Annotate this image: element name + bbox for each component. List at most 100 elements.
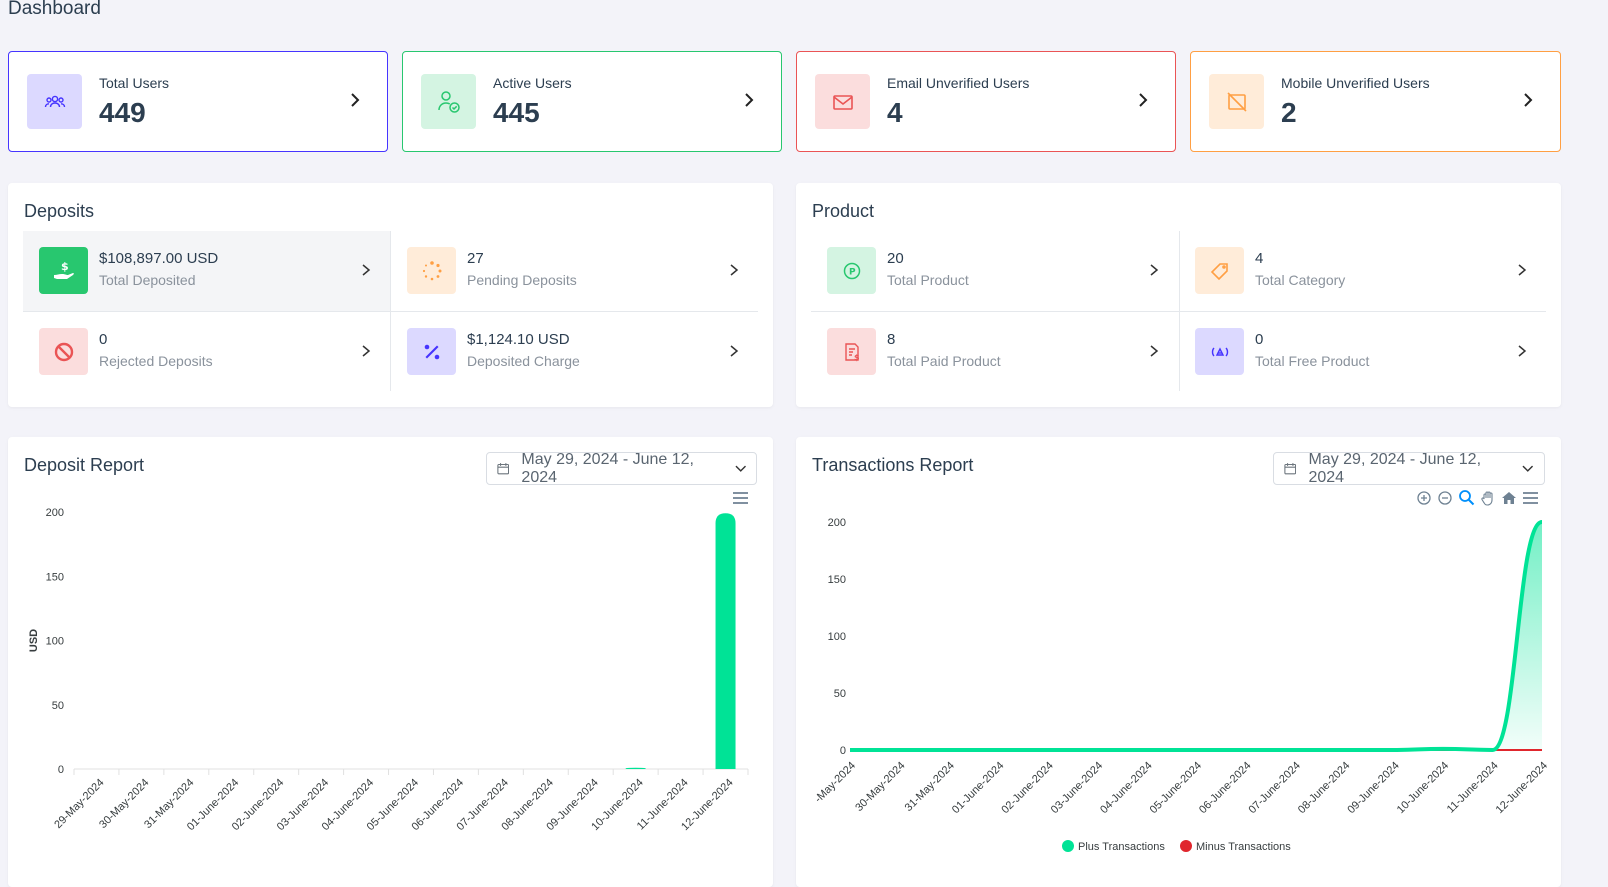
legend-item[interactable]: Minus Transactions (1180, 840, 1291, 853)
deposit-charge[interactable]: $1,124.10 USD Deposited Charge (391, 312, 758, 392)
product-grid: P 20 Total Product 4 Total Category $ 8 … (811, 231, 1546, 391)
invoice-icon: $ (827, 328, 876, 375)
calendar-icon (1284, 463, 1297, 475)
stat-value: $1,124.10 USD (467, 331, 570, 348)
transactions-report-card: Transactions Report May 29, 2024 - June … (796, 437, 1561, 887)
product-total[interactable]: P 20 Total Product (811, 231, 1178, 311)
product-free[interactable]: 0 Total Free Product (1179, 312, 1546, 392)
chevron-right-icon (1150, 345, 1159, 357)
y-tick-label: 200 (46, 507, 64, 519)
x-tick-label: 30-May-2024 (853, 760, 907, 814)
deposit-pending[interactable]: 27 Pending Deposits (391, 231, 758, 311)
svg-text:$: $ (61, 260, 69, 273)
deposit-rejected[interactable]: 0 Rejected Deposits (23, 312, 390, 392)
widget-value: 449 (99, 97, 146, 128)
widget-label: Total Users (99, 75, 170, 91)
x-tick-label: 02-June-2024 (999, 760, 1055, 816)
x-tick-label: 31-May-2024 (903, 760, 957, 814)
widget-value: 2 (1281, 97, 1297, 128)
mobile-off-icon (1209, 74, 1264, 129)
widget-active-users[interactable]: Active Users 445 (402, 51, 782, 152)
x-tick-label: 03-June-2024 (1049, 760, 1105, 816)
y-axis-title: USD (28, 629, 40, 652)
page-title: Dashboard (8, 0, 101, 19)
plus-transactions-line (850, 520, 1543, 753)
x-tick-label: 09-June-2024 (1345, 760, 1401, 816)
bar (625, 767, 646, 769)
chevron-right-icon (1518, 264, 1527, 276)
widget-label: Active Users (493, 75, 572, 91)
stat-label: Pending Deposits (467, 272, 577, 288)
deposits-grid: $ $108,897.00 USD Total Deposited 27 Pen… (23, 231, 758, 391)
x-tick-label: 12-June-2024 (1494, 760, 1550, 816)
spinner-icon (407, 247, 456, 294)
date-range-picker[interactable]: May 29, 2024 - June 12, 2024 (1273, 450, 1545, 486)
y-tick-label: 100 (828, 631, 846, 643)
card-title: Transactions Report (812, 455, 974, 475)
product-icon: P (827, 247, 876, 294)
x-tick-label: -May-2024 (812, 760, 858, 806)
widget-label: Mobile Unverified Users (1281, 75, 1430, 91)
deposit-total-deposited[interactable]: $ $108,897.00 USD Total Deposited (23, 231, 390, 311)
date-range-text: May 29, 2024 - June 12, 2024 (521, 450, 694, 486)
chevron-right-icon (362, 264, 371, 276)
transactions-area-chart: 0 50 100 150 200 -May-202430-May-202431-May-2… (812, 517, 1550, 853)
y-tick-label: 150 (46, 571, 64, 583)
x-tick-label: 04-June-2024 (1098, 760, 1154, 816)
legend-label: Plus Transactions (1078, 841, 1165, 853)
y-tick-label: 50 (834, 688, 846, 700)
y-tick-label: 0 (840, 745, 846, 757)
zoom-out-icon[interactable] (1437, 490, 1453, 506)
widget-mobile-unverified[interactable]: Mobile Unverified Users 2 (1190, 51, 1561, 152)
chevron-right-icon (730, 345, 739, 357)
stat-value: 0 (1255, 331, 1264, 348)
y-tick-label: 200 (828, 517, 846, 529)
magnifier-icon[interactable] (1458, 489, 1475, 506)
legend-marker (1062, 840, 1074, 852)
menu-icon[interactable] (732, 491, 749, 505)
product-paid[interactable]: $ 8 Total Paid Product (811, 312, 1178, 392)
stat-label: Rejected Deposits (99, 353, 213, 369)
user-check-icon (421, 74, 476, 129)
zoom-in-icon[interactable] (1416, 490, 1432, 506)
y-tick-label: 50 (52, 700, 64, 712)
tag-icon (1195, 247, 1244, 294)
menu-icon[interactable] (1522, 491, 1539, 505)
chevron-right-icon (1139, 93, 1148, 107)
caret-down-icon (734, 465, 746, 472)
product-category[interactable]: 4 Total Category (1179, 231, 1546, 311)
chart-toolbar (1416, 489, 1539, 506)
legend-item[interactable]: Plus Transactions (1062, 840, 1165, 853)
chevron-right-icon (362, 345, 371, 357)
x-tick-label: 01-June-2024 (950, 760, 1006, 816)
deposit-report-card: Deposit Report May 29, 2024 - June 12, 2… (8, 437, 773, 887)
product-card: Product P 20 Total Product 4 Total Categ… (796, 183, 1561, 407)
hand-dollar-icon: $ (39, 247, 88, 294)
widget-email-unverified[interactable]: Email Unverified Users 4 (796, 51, 1176, 152)
widget-value: 4 (887, 97, 903, 128)
y-tick-label: 150 (828, 574, 846, 586)
y-tick-label: 0 (58, 764, 64, 776)
widget-total-users[interactable]: Total Users 449 (8, 51, 388, 152)
pan-hand-icon[interactable] (1480, 490, 1496, 506)
deposit-bar-chart: 050100150200USD29-May-202430-May-202431-… (28, 507, 749, 833)
x-tick-label: 06-June-2024 (1197, 760, 1253, 816)
home-icon[interactable] (1501, 490, 1517, 506)
chevron-right-icon (1150, 264, 1159, 276)
stat-label: Deposited Charge (467, 353, 580, 369)
stat-label: Total Category (1255, 272, 1346, 288)
x-tick-label: 11-June-2024 (1445, 760, 1501, 816)
chevron-right-icon (730, 264, 739, 276)
card-title: Deposits (24, 201, 95, 221)
ban-icon (39, 328, 88, 375)
stat-label: Total Paid Product (887, 353, 1001, 369)
legend-marker (1180, 840, 1192, 852)
date-range-picker[interactable]: May 29, 2024 - June 12, 2024 (486, 450, 757, 486)
caret-down-icon (1522, 465, 1534, 472)
chevron-right-icon (351, 93, 360, 107)
chevron-right-icon (1518, 345, 1527, 357)
chevron-right-icon (745, 93, 754, 107)
date-range-text: May 29, 2024 - June 12, 2024 (1308, 450, 1482, 486)
x-tick-label: 05-June-2024 (1148, 760, 1204, 816)
stat-value: 20 (887, 250, 904, 267)
